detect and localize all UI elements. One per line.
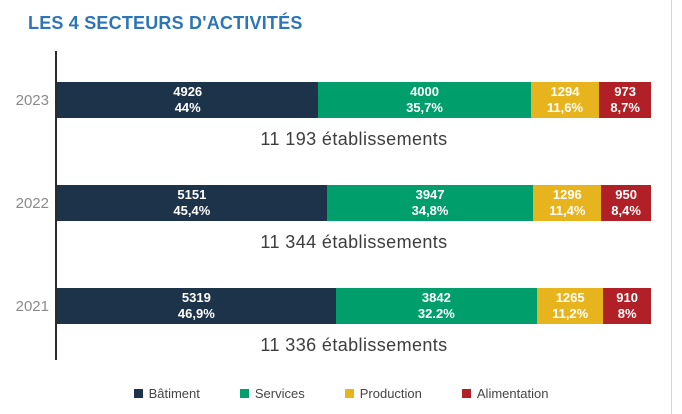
bar-segment-production: 1294 11,6% xyxy=(530,82,600,118)
y-axis-line xyxy=(55,51,57,360)
row-total-label: 11 193 établissements xyxy=(260,129,448,149)
legend-swatch-alimentation xyxy=(461,389,471,398)
segment-value: 3842 xyxy=(421,290,451,305)
segment-percent: 34,8% xyxy=(411,203,449,218)
right-border-rule xyxy=(671,0,672,414)
legend-item-alimentation: Alimentation xyxy=(461,386,549,401)
bar-segment-batiment: 5319 46,9% xyxy=(57,288,336,324)
bar-row: 2023 4926 44% 4000 35,7% 1294 11,6% xyxy=(0,82,660,118)
bar-segment-alimentation: 973 8,7% xyxy=(599,82,651,118)
bar-segment-alimentation: 950 8,4% xyxy=(601,185,651,221)
bar-row: 2021 5319 46,9% 3842 32.2% 1265 11,2% xyxy=(0,288,660,324)
segment-value: 5319 xyxy=(181,290,211,305)
bar-segment-batiment: 5151 45,4% xyxy=(57,185,327,221)
segment-percent: 35,7% xyxy=(406,100,443,115)
legend-label: Production xyxy=(359,386,422,401)
stacked-bar: 5319 46,9% 3842 32.2% 1265 11,2% 910 8% xyxy=(57,288,651,324)
year-tick-label: 2022 xyxy=(15,194,49,212)
segment-percent: 11,6% xyxy=(546,100,584,115)
chart-legend: Bâtiment Services Production Alimentatio… xyxy=(0,386,682,401)
segment-value: 1296 xyxy=(552,187,582,202)
segment-percent: 46,9% xyxy=(177,306,215,321)
legend-swatch-production xyxy=(344,389,354,398)
segment-value: 3947 xyxy=(415,187,445,202)
legend-swatch-batiment xyxy=(133,389,143,398)
legend-swatch-services xyxy=(239,389,249,398)
bar-segment-services: 4000 35,7% xyxy=(318,82,531,118)
segment-percent: 8% xyxy=(617,306,637,321)
segment-value: 973 xyxy=(614,84,636,99)
stacked-bar-chart: 2023 4926 44% 4000 35,7% 1294 11,6% xyxy=(0,51,660,391)
segment-percent: 45,4% xyxy=(173,203,211,218)
segment-percent: 8,4% xyxy=(611,203,641,218)
segment-percent: 11,4% xyxy=(549,203,586,218)
legend-label: Alimentation xyxy=(476,386,549,401)
chart-row-2022: 2022 5151 45,4% 3947 34,8% 1296 11,4% xyxy=(0,185,660,288)
segment-percent: 32.2% xyxy=(417,306,455,321)
segment-percent: 8,7% xyxy=(610,100,640,115)
legend-item-production: Production xyxy=(344,386,422,401)
chart-row-2023: 2023 4926 44% 4000 35,7% 1294 11,6% xyxy=(0,82,660,185)
stacked-bar: 5151 45,4% 3947 34,8% 1296 11,4% 950 8,4… xyxy=(57,185,651,221)
bar-segment-alimentation: 910 8% xyxy=(603,288,651,324)
segment-value: 4000 xyxy=(410,84,439,99)
segment-value: 4926 xyxy=(173,84,203,99)
year-tick-label: 2023 xyxy=(15,91,49,109)
bar-segment-production: 1296 11,4% xyxy=(533,185,602,221)
row-total-label: 11 336 établissements xyxy=(260,335,448,355)
chart-title: LES 4 SECTEURS D'ACTIVITÉS xyxy=(28,13,303,33)
bar-segment-services: 3947 34,8% xyxy=(326,185,534,221)
legend-label: Services xyxy=(254,386,305,401)
legend-item-services: Services xyxy=(239,386,305,401)
legend-item-batiment: Bâtiment xyxy=(133,386,200,401)
bar-segment-services: 3842 32.2% xyxy=(335,288,538,324)
segment-value: 1294 xyxy=(550,84,580,99)
stacked-bar: 4926 44% 4000 35,7% 1294 11,6% 973 8,7% xyxy=(57,82,651,118)
bar-segment-batiment: 4926 44% xyxy=(57,82,319,118)
chart-row-2021: 2021 5319 46,9% 3842 32.2% 1265 11,2% xyxy=(0,288,660,391)
segment-value: 1265 xyxy=(555,290,585,305)
segment-percent: 44% xyxy=(174,100,201,115)
segment-value: 910 xyxy=(616,290,638,305)
segment-percent: 11,2% xyxy=(552,306,589,321)
row-total-label: 11 344 établissements xyxy=(260,232,448,252)
segment-value: 950 xyxy=(615,187,637,202)
bar-segment-production: 1265 11,2% xyxy=(537,288,604,324)
segment-value: 5151 xyxy=(177,187,207,202)
legend-label: Bâtiment xyxy=(148,386,200,401)
bar-row: 2022 5151 45,4% 3947 34,8% 1296 11,4% xyxy=(0,185,660,221)
year-tick-label: 2021 xyxy=(15,297,49,315)
